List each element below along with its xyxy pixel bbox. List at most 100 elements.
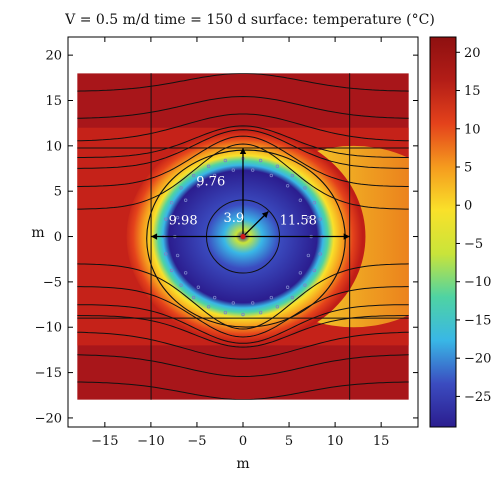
dimension-label: 11.58 (280, 214, 317, 229)
freeze-pipe (206, 305, 211, 309)
colorbar-tick-label: −5 (464, 237, 483, 252)
streamline (77, 381, 409, 400)
axis-ticks: −15 −10 −5 0 5 10 15 −20 −15 −10 −5 0 5 10 15 20 (35, 37, 418, 449)
freeze-pipes (162, 156, 324, 317)
colorbar (429, 36, 457, 428)
freeze-pipe (318, 252, 322, 256)
streamline (77, 331, 409, 360)
arrow-head (261, 211, 269, 219)
freeze-pipe (175, 253, 180, 258)
freeze-pipe (298, 271, 303, 275)
freeze-pipe (306, 253, 311, 258)
freeze-pipe (275, 305, 280, 309)
freeze-pipe (290, 295, 295, 300)
x-tick-label: −5 (187, 434, 206, 449)
colorbar-tick-label: 20 (464, 46, 481, 61)
freeze-pipe (223, 158, 228, 163)
freeze-pipe (269, 173, 274, 178)
freeze-pipe (231, 168, 236, 172)
y-tick-label: 15 (45, 94, 62, 109)
freeze-pipe (169, 200, 174, 205)
reference-lines (77, 73, 409, 400)
freeze-pipe (196, 285, 201, 289)
freeze-pipe (258, 310, 263, 315)
dimension-arrows (151, 148, 350, 240)
freeze-pipe (303, 186, 307, 190)
freeze-pipe (312, 200, 317, 205)
arrow-head (343, 233, 350, 240)
freeze-pipe (290, 173, 295, 178)
center-marker (240, 233, 246, 240)
y-tick-label: −15 (35, 366, 62, 381)
freeze-pipe (206, 164, 211, 168)
freeze-pipe (303, 283, 307, 287)
x-tick-label: 15 (373, 434, 390, 449)
y-axis-label: m (31, 225, 44, 241)
freeze-pipe (250, 168, 255, 172)
freeze-pipe (164, 217, 168, 221)
freeze-pipe (312, 268, 317, 273)
streamline (77, 263, 409, 330)
x-tick-label: 5 (285, 434, 293, 449)
x-tick-label: −10 (137, 434, 164, 449)
freeze-pipe (183, 271, 188, 275)
y-tick-label: −5 (43, 275, 62, 290)
dimension-label: 3.9 (223, 211, 244, 226)
arrow-head (239, 148, 247, 155)
freeze-pipe (241, 312, 245, 317)
freeze-pipe (258, 158, 263, 163)
streamline (77, 304, 409, 344)
freeze-pipe (196, 184, 201, 188)
freeze-pipe (306, 215, 311, 220)
dimension-label: 9.76 (196, 175, 225, 190)
streamline (77, 129, 409, 169)
freeze-pipe (318, 217, 322, 221)
y-tick-label: 0 (54, 230, 62, 245)
colorbar-ticks: 20 15 10 5 0 −5 −10 −15 −20 −25 (456, 46, 491, 405)
freeze-pipe (298, 198, 303, 202)
x-tick-label: −15 (91, 434, 118, 449)
freeze-pipe (231, 301, 236, 305)
x-tick-label: 10 (327, 434, 344, 449)
dimension-label: 9.98 (169, 214, 198, 229)
colorbar-tick-label: −20 (464, 352, 491, 367)
streamline (77, 354, 409, 377)
arrow-head (151, 233, 158, 240)
freeze-pipe (175, 215, 180, 220)
y-tick-label: 5 (54, 185, 62, 200)
colorbar-tick-label: −10 (464, 275, 491, 290)
freeze-pipe (212, 295, 217, 300)
freeze-pipe (164, 252, 168, 256)
chart-title: V = 0.5 m/d time = 150 d surface: temper… (64, 12, 435, 28)
freeze-pipe (212, 173, 217, 178)
freeze-pipe (191, 295, 196, 300)
freeze-pipe (179, 283, 183, 287)
streamline (77, 95, 409, 119)
freeze-pipe (179, 186, 183, 190)
freeze-pipe (275, 164, 280, 168)
streamline (77, 135, 409, 187)
y-tick-label: 20 (45, 49, 62, 64)
colorbar-tick-label: −15 (464, 313, 491, 328)
streamline (77, 143, 409, 210)
freeze-pipe (269, 295, 274, 300)
streamline (77, 125, 409, 158)
x-axis-label: m (236, 456, 249, 472)
streamline (77, 73, 409, 92)
freeze-pipe (250, 301, 255, 305)
freeze-pipe (183, 198, 188, 202)
colorbar-tick-label: 10 (464, 122, 481, 137)
colorbar-tick-label: 0 (464, 199, 472, 214)
freeze-pipe (191, 173, 196, 178)
freeze-pipe (285, 184, 290, 188)
freeze-pipe (223, 310, 228, 315)
streamline (77, 286, 409, 338)
y-tick-label: 10 (45, 139, 62, 154)
x-tick-label: 0 (239, 434, 247, 449)
y-tick-label: −10 (35, 321, 62, 336)
plot-area: 9.76 9.98 11.58 3.9 (77, 73, 409, 400)
colorbar-tick-label: −25 (464, 390, 491, 405)
y-tick-label: −20 (35, 411, 62, 426)
colorbar-tick-label: 5 (464, 161, 472, 176)
colorbar-tick-label: 15 (464, 84, 481, 99)
